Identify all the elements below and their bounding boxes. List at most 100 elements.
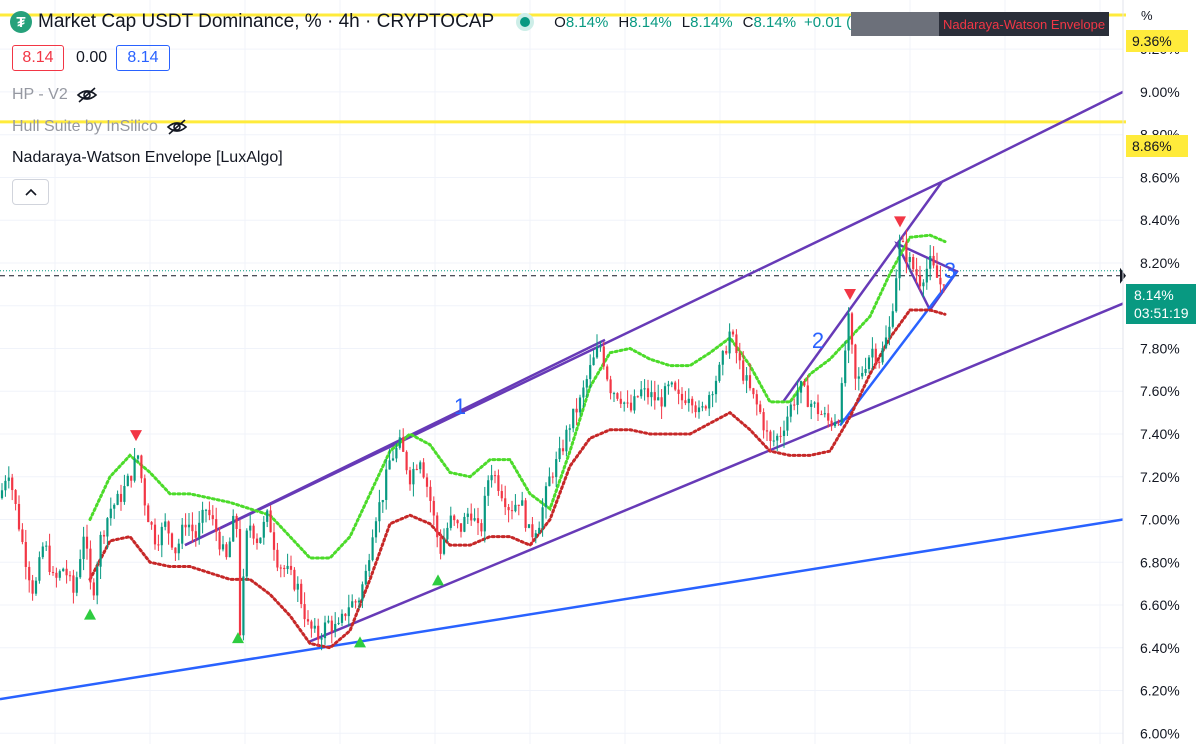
candle-body [844, 350, 847, 384]
candle-body [221, 544, 225, 550]
candle-body [113, 504, 116, 509]
candle-body [521, 500, 524, 506]
candle-body [174, 547, 177, 554]
ohlc-open-label: O [554, 13, 566, 31]
candle-body [45, 545, 48, 547]
candle-body [837, 422, 840, 424]
last-price: 8.14% [1134, 287, 1174, 303]
candle-body [232, 515, 235, 542]
indicator-hp-v2[interactable]: HP - V2 [12, 86, 98, 104]
level-tag-9-36[interactable]: 9.36% [1126, 30, 1188, 52]
candle-body [31, 580, 34, 594]
candle-body [249, 525, 252, 531]
candle-body [320, 638, 323, 640]
candle-body [721, 351, 724, 365]
candle-body [283, 567, 286, 570]
candle-body [578, 397, 582, 413]
candle-body [395, 447, 398, 459]
candle-body [453, 515, 456, 521]
candle-body [585, 379, 588, 388]
candle-body [490, 475, 493, 481]
indicator-label: Nadaraya-Watson Envelope [LuxAlgo] [12, 149, 283, 166]
candle-body [646, 388, 650, 398]
candle-body [340, 613, 344, 623]
candle-body [245, 530, 248, 577]
candle-body [714, 380, 718, 395]
buy-signal-marker [354, 636, 366, 648]
candle-body [85, 536, 89, 549]
candle-body [194, 531, 197, 538]
candle-body [884, 337, 888, 349]
candle-body [538, 527, 541, 534]
sell-signal-marker [130, 430, 142, 442]
candle-body [762, 412, 765, 431]
candle-body [738, 353, 741, 361]
candle-body [303, 604, 306, 620]
candle-body [300, 583, 303, 605]
candle-body [184, 524, 187, 528]
candle-body [272, 532, 276, 550]
candle-body [861, 372, 864, 377]
candle-body [575, 408, 578, 413]
candle-body [915, 269, 918, 276]
candle-body [895, 278, 898, 312]
candle-body [823, 413, 826, 415]
spread-value: 0.00 [76, 49, 108, 66]
eye-off-icon[interactable] [166, 119, 188, 135]
candle-body [364, 570, 367, 585]
candle-body [136, 455, 140, 459]
y-tick-label: 7.00% [1140, 512, 1180, 528]
signal-markers [84, 216, 906, 648]
candle-body [643, 388, 646, 390]
candle-body [133, 458, 136, 481]
chevron-up-icon [24, 188, 37, 196]
candle-body [922, 282, 925, 287]
candle-body [806, 385, 809, 407]
candle-body [259, 537, 262, 544]
candle-body [459, 523, 463, 532]
candle-body [4, 480, 7, 491]
candle-body [745, 375, 748, 381]
candle-body [378, 502, 381, 522]
candle-body [334, 623, 337, 632]
candle-body [680, 393, 684, 401]
candle-body [891, 311, 894, 327]
candle-body [626, 402, 629, 404]
envelope-upper [88, 233, 947, 560]
candle-body [793, 404, 796, 406]
indicator-hull-suite[interactable]: Hull Suite by InSilico [12, 118, 188, 136]
candle-body [160, 526, 163, 546]
candle-body [204, 509, 208, 511]
candle-body [548, 476, 551, 487]
candle-body [147, 505, 150, 523]
candle-body [558, 448, 561, 460]
price-series [0, 229, 947, 651]
candle-body [143, 478, 146, 506]
sell-price-box[interactable]: 8.14 [12, 45, 64, 71]
level-tag-8-86[interactable]: 8.86% [1126, 135, 1188, 157]
symbol-title[interactable]: Market Cap USDT Dominance, % · 4h · CRYP… [38, 11, 495, 32]
indicator-nadaraya-watson[interactable]: Nadaraya-Watson Envelope [LuxAlgo] [12, 149, 283, 167]
candle-body [102, 534, 106, 537]
candle-body [82, 536, 85, 560]
candle-body [466, 513, 469, 517]
candle-body [432, 500, 435, 516]
candle-body [589, 365, 592, 380]
candle-body [150, 522, 153, 525]
y-tick-label: 8.20% [1140, 255, 1180, 271]
candle-body [799, 381, 803, 393]
buy-price-box[interactable]: 8.14 [116, 45, 170, 71]
candle-body [68, 575, 72, 577]
candle-body [337, 622, 340, 624]
collapse-legend-button[interactable] [12, 179, 49, 205]
chart-header: ₮ Market Cap USDT Dominance, % · 4h · CR… [10, 9, 907, 35]
candle-body [653, 392, 656, 401]
candle-body [79, 559, 82, 578]
candle-body [201, 509, 204, 523]
eye-off-icon[interactable] [76, 87, 98, 103]
candle-body [436, 515, 439, 538]
candle-body [510, 510, 514, 512]
candle-body [123, 485, 126, 502]
candle-body [660, 397, 663, 407]
